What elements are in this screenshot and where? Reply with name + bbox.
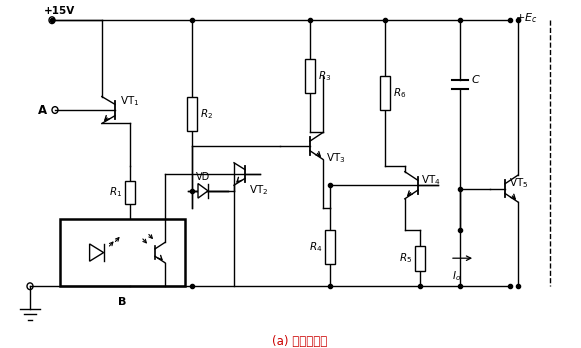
Text: $R_1$: $R_1$: [109, 185, 122, 199]
Bar: [125, 181, 135, 204]
Text: $I_o$: $I_o$: [452, 269, 461, 283]
Text: $R_3$: $R_3$: [318, 69, 331, 83]
Text: VT$_5$: VT$_5$: [509, 176, 529, 190]
Bar: [325, 230, 335, 264]
Text: A: A: [38, 103, 47, 117]
Text: $+E_c$: $+E_c$: [515, 11, 537, 25]
Bar: [415, 246, 425, 271]
Text: B: B: [119, 298, 127, 308]
Text: $R_4$: $R_4$: [309, 240, 322, 254]
Bar: [305, 60, 315, 93]
Bar: [380, 76, 390, 110]
Text: VT$_4$: VT$_4$: [421, 173, 441, 187]
Bar: [187, 97, 197, 131]
Text: VT$_1$: VT$_1$: [120, 94, 139, 108]
Text: VD: VD: [196, 172, 210, 182]
Text: $R_2$: $R_2$: [200, 107, 213, 121]
Text: (a) 典型电路一: (a) 典型电路一: [272, 334, 328, 348]
Text: VT$_3$: VT$_3$: [326, 151, 346, 165]
Text: VT$_2$: VT$_2$: [249, 183, 268, 197]
Polygon shape: [89, 244, 103, 261]
Bar: [60, 219, 185, 286]
Polygon shape: [198, 183, 208, 198]
Text: $R_5$: $R_5$: [399, 251, 412, 265]
Text: $R_6$: $R_6$: [393, 86, 406, 100]
Text: $C$: $C$: [471, 73, 480, 85]
Text: +15V: +15V: [44, 6, 76, 16]
